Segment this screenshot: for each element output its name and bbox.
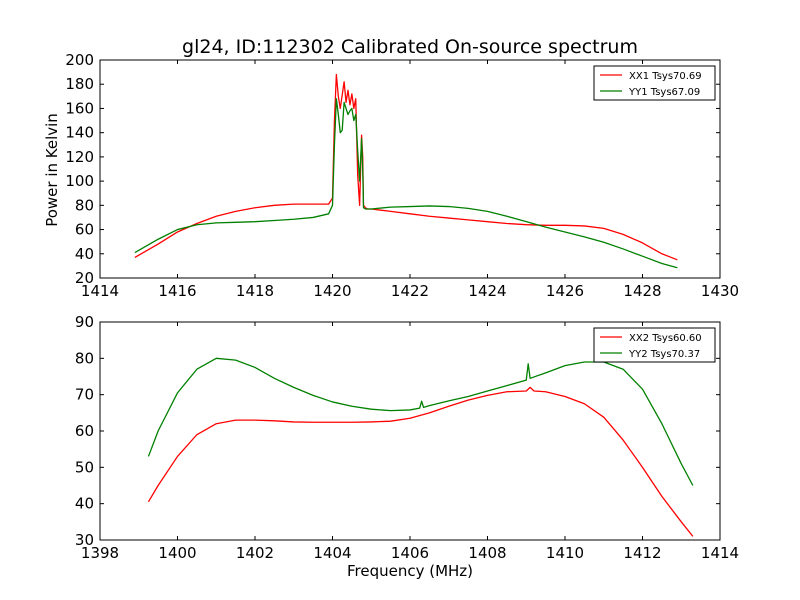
top-panel: 1414 1416 1418 1420 1422 1424 1426 1428 1430 20 40… <box>65 51 739 300</box>
x-tick-label: 1426 <box>546 282 584 300</box>
bottom-panel: 1398 1400 1402 1404 1406 1408 1410 1412 1414 30 40… <box>75 313 739 562</box>
x-tick-label: 1428 <box>623 282 661 300</box>
y-tick-label: 80 <box>75 196 94 214</box>
x-tick-label: 1420 <box>313 282 351 300</box>
x-tick-label: 1412 <box>623 544 661 562</box>
y-tick-label: 20 <box>75 269 94 287</box>
y-tick-label: 40 <box>75 245 94 263</box>
legend-entry-label: YY2 Tsys70.37 <box>628 349 700 360</box>
x-tick-label: 1406 <box>391 544 429 562</box>
y-axis-label: Power in Kelvin <box>43 113 61 227</box>
y-tick-label: 140 <box>65 124 94 142</box>
x-tick-label: 1414 <box>81 282 119 300</box>
x-tick-label: 1424 <box>468 282 506 300</box>
legend-entry-label: XX1 Tsys70.69 <box>629 71 702 82</box>
x-tick-label: 1408 <box>468 544 506 562</box>
x-tick-label: 1414 <box>701 544 739 562</box>
y-tick-label: 60 <box>75 422 94 440</box>
series-line-yy-panel-2 <box>147 357 694 486</box>
x-tick-label: 1422 <box>391 282 429 300</box>
x-tick-label: 1402 <box>236 544 274 562</box>
y-tick-label: 70 <box>75 386 94 404</box>
x-tick-label: 1404 <box>313 544 351 562</box>
y-tick-label: 180 <box>65 75 94 93</box>
x-tick-label: 1410 <box>546 544 584 562</box>
y-tick-label: 90 <box>75 313 94 331</box>
x-tick-label: 1398 <box>81 544 119 562</box>
legend-box <box>593 327 716 363</box>
y-tick-label: 160 <box>65 99 94 117</box>
chart-title: gl24, ID:112302 Calibrated On-source spe… <box>182 36 638 58</box>
y-tick-label: 40 <box>75 495 94 513</box>
y-tick-label: 60 <box>75 221 94 239</box>
x-tick-label: 1430 <box>701 282 739 300</box>
y-tick-label: 120 <box>65 148 94 166</box>
legend-entry-label: XX2 Tsys60.60 <box>629 333 702 344</box>
x-tick-label: 1400 <box>158 544 196 562</box>
series-line-xx-panel-1 <box>134 73 678 261</box>
x-axis-label: Frequency (MHz) <box>347 562 473 580</box>
legend-box <box>593 65 716 101</box>
legend-entry-label: YY1 Tsys67.09 <box>628 87 700 98</box>
x-tick-label: 1416 <box>158 282 196 300</box>
y-tick-label: 200 <box>65 51 94 69</box>
y-tick-label: 80 <box>75 349 94 367</box>
series-line-xx-panel-2 <box>147 386 694 537</box>
y-tick-label: 100 <box>65 172 94 190</box>
y-tick-label: 50 <box>75 458 94 476</box>
x-tick-label: 1418 <box>236 282 274 300</box>
series-line-yy-panel-1 <box>134 98 678 269</box>
y-tick-label: 30 <box>75 531 94 549</box>
